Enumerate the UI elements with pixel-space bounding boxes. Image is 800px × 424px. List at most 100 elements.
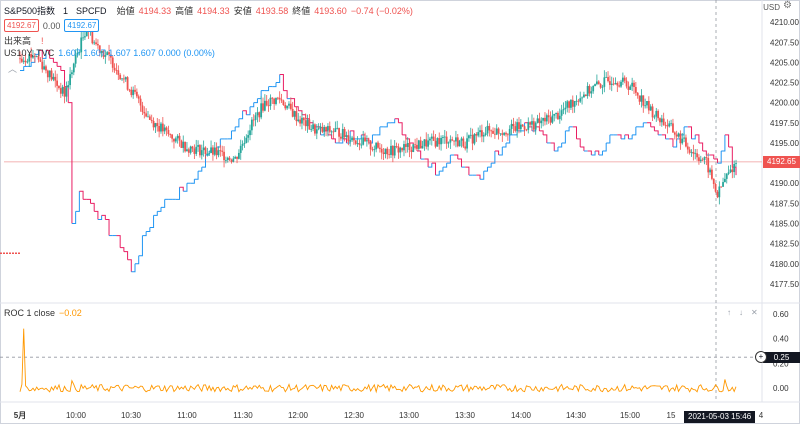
candle-body — [148, 116, 151, 120]
candle-body — [375, 142, 378, 150]
us10y-step — [194, 171, 199, 180]
y-tick-label: 4200.00 — [770, 99, 799, 108]
pane-up-icon[interactable]: ↑ — [727, 308, 731, 317]
candle-body — [199, 145, 201, 156]
candle-body — [629, 86, 632, 90]
candle-body — [67, 85, 70, 88]
us10y-step — [86, 198, 91, 204]
ohlc-close-value: 4193.60 — [314, 5, 347, 16]
us10y-step — [116, 235, 121, 248]
candle-body — [575, 100, 578, 102]
candle-body — [634, 87, 637, 93]
gear-icon[interactable]: ⚙ — [783, 0, 792, 11]
candle-body — [603, 77, 606, 87]
candle-body — [540, 120, 543, 124]
candle-body — [390, 145, 392, 155]
us10y-step — [398, 122, 403, 135]
us10y-step — [561, 130, 566, 144]
candle-body — [388, 154, 391, 156]
candle-body — [610, 83, 613, 85]
interval-label[interactable]: 1 — [63, 5, 69, 16]
x-tick-label: 13:30 — [455, 411, 476, 420]
candle-body — [174, 138, 177, 142]
candle-body — [78, 52, 81, 54]
candle-body — [711, 169, 713, 179]
symbol-title[interactable]: S&P500指数 — [4, 6, 56, 16]
candle-body — [406, 142, 409, 147]
us10y-step — [587, 150, 592, 156]
ohlc-low-value: 4193.58 — [255, 5, 289, 16]
x-tick-label: 13:00 — [399, 411, 420, 420]
add-marker-icon[interactable]: + — [755, 351, 767, 364]
roc-value: −0.02 — [59, 308, 82, 318]
us10y-step — [179, 186, 184, 192]
candle-body — [386, 148, 389, 155]
y-tick-label: 4177.50 — [770, 280, 799, 289]
candle-body — [37, 56, 40, 60]
candle-body — [506, 134, 509, 136]
us10y-step — [710, 154, 715, 160]
candle-body — [180, 140, 183, 148]
candle-body — [221, 150, 224, 152]
candle-body — [471, 134, 474, 144]
us10y-step — [135, 255, 140, 265]
pane-close-icon[interactable]: ✕ — [751, 308, 758, 317]
us10y-step — [632, 126, 637, 136]
candle-body — [532, 121, 535, 130]
collapse-legend-icon[interactable]: ︿ — [8, 64, 18, 74]
candle-body — [353, 137, 355, 141]
candle-body — [694, 153, 697, 155]
us10y-step — [71, 211, 77, 224]
candle-body — [358, 143, 361, 145]
us10y-step — [431, 162, 437, 176]
candle-body — [455, 137, 457, 142]
us10y-step — [646, 122, 652, 127]
y-tick-label: 4190.00 — [770, 179, 799, 188]
candle-body — [19, 58, 21, 60]
candle-body — [718, 186, 721, 198]
candle-body — [449, 139, 452, 143]
candle-body — [50, 70, 53, 80]
us10y-step — [502, 142, 507, 148]
buy-button[interactable]: 4192.67 — [64, 19, 100, 32]
candle-body — [369, 140, 372, 150]
candle-body — [35, 56, 38, 57]
us10y-step — [275, 74, 281, 84]
y-tick-label: 4180.00 — [770, 260, 799, 269]
us10y-step — [480, 171, 485, 180]
candle-body — [273, 98, 276, 104]
volume-label[interactable]: 出来高 — [4, 36, 32, 46]
us10y-step — [339, 138, 344, 144]
roc-y-tick-label: 0.60 — [773, 310, 789, 319]
candle-body — [620, 81, 622, 87]
candle-body — [373, 149, 376, 151]
candle-body — [492, 130, 494, 134]
roc-name[interactable]: ROC 1 close — [4, 308, 56, 318]
main-legend: S&P500指数 1 SPCFD 始値 4194.33 高値 4194.33 安値 4… — [4, 4, 413, 17]
us10y-step — [446, 155, 451, 164]
candle-body — [505, 132, 507, 135]
sell-button[interactable]: 4192.67 — [4, 19, 39, 32]
ohlc-open-label: 始値 — [116, 6, 135, 16]
candle-body — [193, 148, 196, 154]
warning-icon[interactable]: ǃ — [41, 35, 44, 46]
candle-body — [167, 130, 170, 135]
candle-body — [226, 157, 229, 161]
candle-body — [182, 141, 185, 148]
candle-body — [232, 158, 235, 162]
candle-body — [668, 123, 671, 127]
candle-body — [616, 83, 619, 86]
candle-body — [345, 135, 348, 137]
us10y-step — [190, 179, 195, 184]
candle-body — [32, 56, 34, 58]
us10y-step — [175, 187, 181, 200]
candle-body — [607, 77, 609, 82]
overlay-name[interactable]: US10Y, TVC — [4, 48, 55, 58]
us10y-step — [157, 207, 162, 212]
candle-body — [314, 124, 316, 134]
candle-body — [161, 123, 164, 132]
pane-down-icon[interactable]: ↓ — [739, 308, 743, 317]
y-tick-label: 4182.50 — [770, 240, 799, 249]
candle-body — [302, 117, 305, 121]
